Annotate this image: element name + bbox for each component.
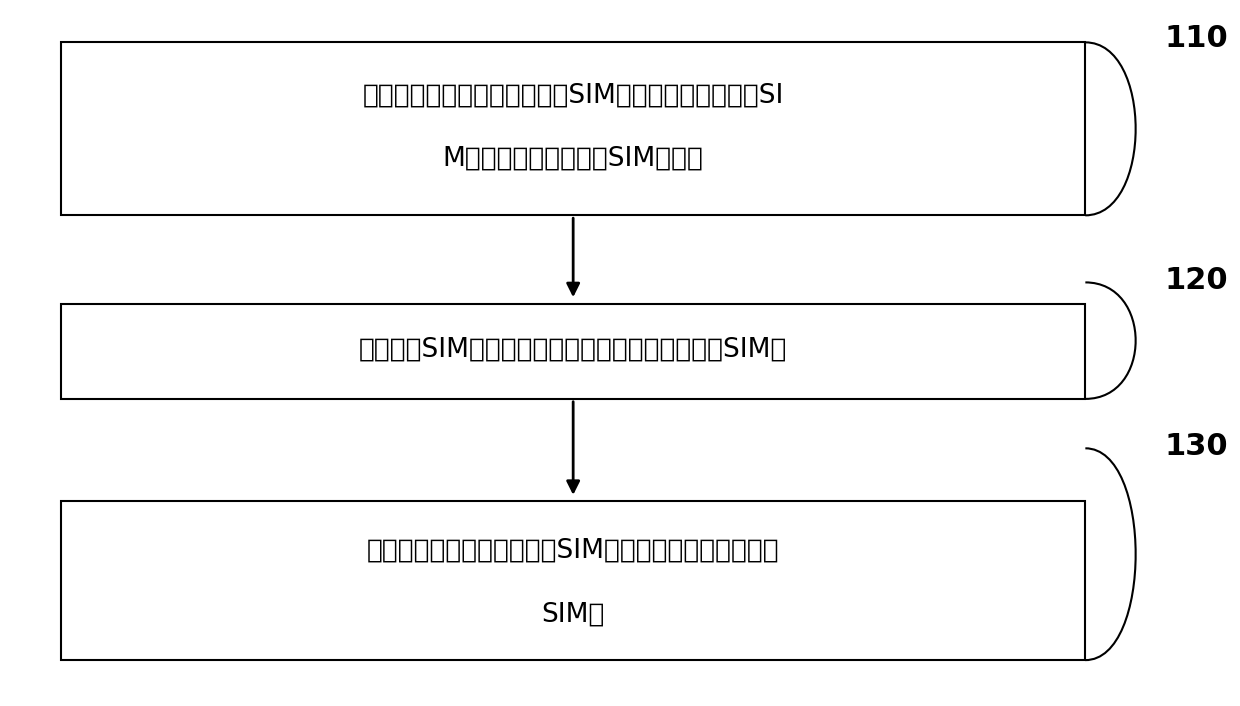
Text: 130: 130 [1164,431,1229,461]
Bar [61,42,1085,215]
Bar [61,501,1085,660]
Text: 根据虚拟SIM卡标识判断第二终端是否启用了虚拟SIM卡: 根据虚拟SIM卡标识判断第二终端是否启用了虚拟SIM卡 [358,337,787,362]
Text: M卡的请求中包括虚拟SIM卡标识: M卡的请求中包括虚拟SIM卡标识 [443,146,703,172]
Text: 120: 120 [1164,265,1229,295]
Bar [61,304,1085,399]
Text: 110: 110 [1164,24,1229,54]
Text: 接收第一终端发送的启用虚拟SIM卡的请求，启用虚拟SI: 接收第一终端发送的启用虚拟SIM卡的请求，启用虚拟SI [362,83,784,108]
Text: SIM卡: SIM卡 [542,602,605,627]
Text: 如果第二终端没有启用虚拟SIM卡，为第一终端启用虚拟: 如果第二终端没有启用虚拟SIM卡，为第一终端启用虚拟 [367,538,780,563]
